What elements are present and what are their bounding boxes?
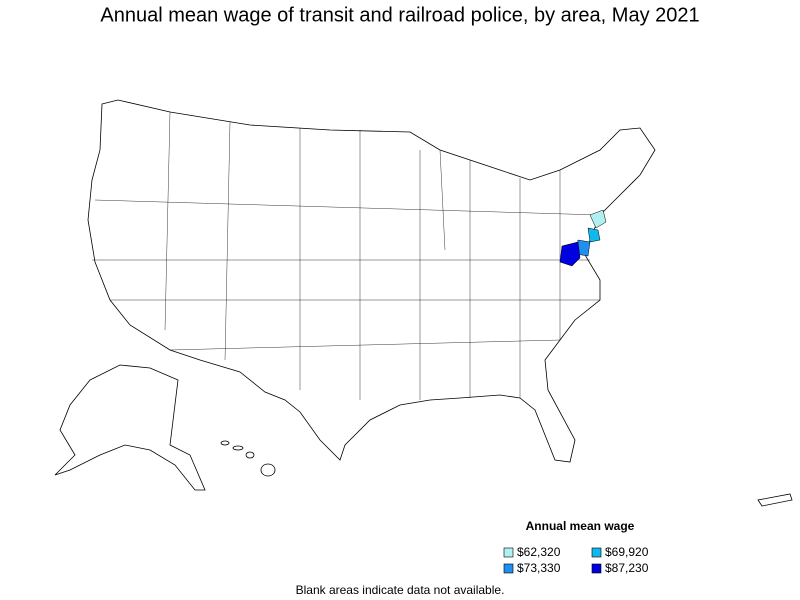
legend-label: $87,230 (605, 561, 649, 575)
legend-label: $69,920 (605, 545, 649, 559)
legend: $62,320 $69,920 $73,330 $87,230 (503, 545, 649, 575)
legend-swatch (503, 563, 514, 574)
contiguous-us (87, 99, 656, 463)
area-boundaries (92, 111, 601, 400)
footnote: Blank areas indicate data not available. (296, 583, 505, 597)
region-62320 (589, 209, 607, 229)
legend-label: $73,330 (517, 561, 561, 575)
legend-swatch (503, 547, 514, 558)
alaska (54, 364, 206, 491)
hawaii (220, 440, 276, 477)
legend-label: $62,320 (517, 545, 561, 559)
region-87230 (559, 241, 581, 267)
puerto-rico (757, 493, 793, 507)
legend-swatch (591, 547, 602, 558)
legend-title: Annual mean wage (526, 519, 635, 533)
region-69920 (587, 227, 601, 243)
legend-swatch (591, 563, 602, 574)
map-title: Annual mean wage of transit and railroad… (100, 4, 699, 26)
